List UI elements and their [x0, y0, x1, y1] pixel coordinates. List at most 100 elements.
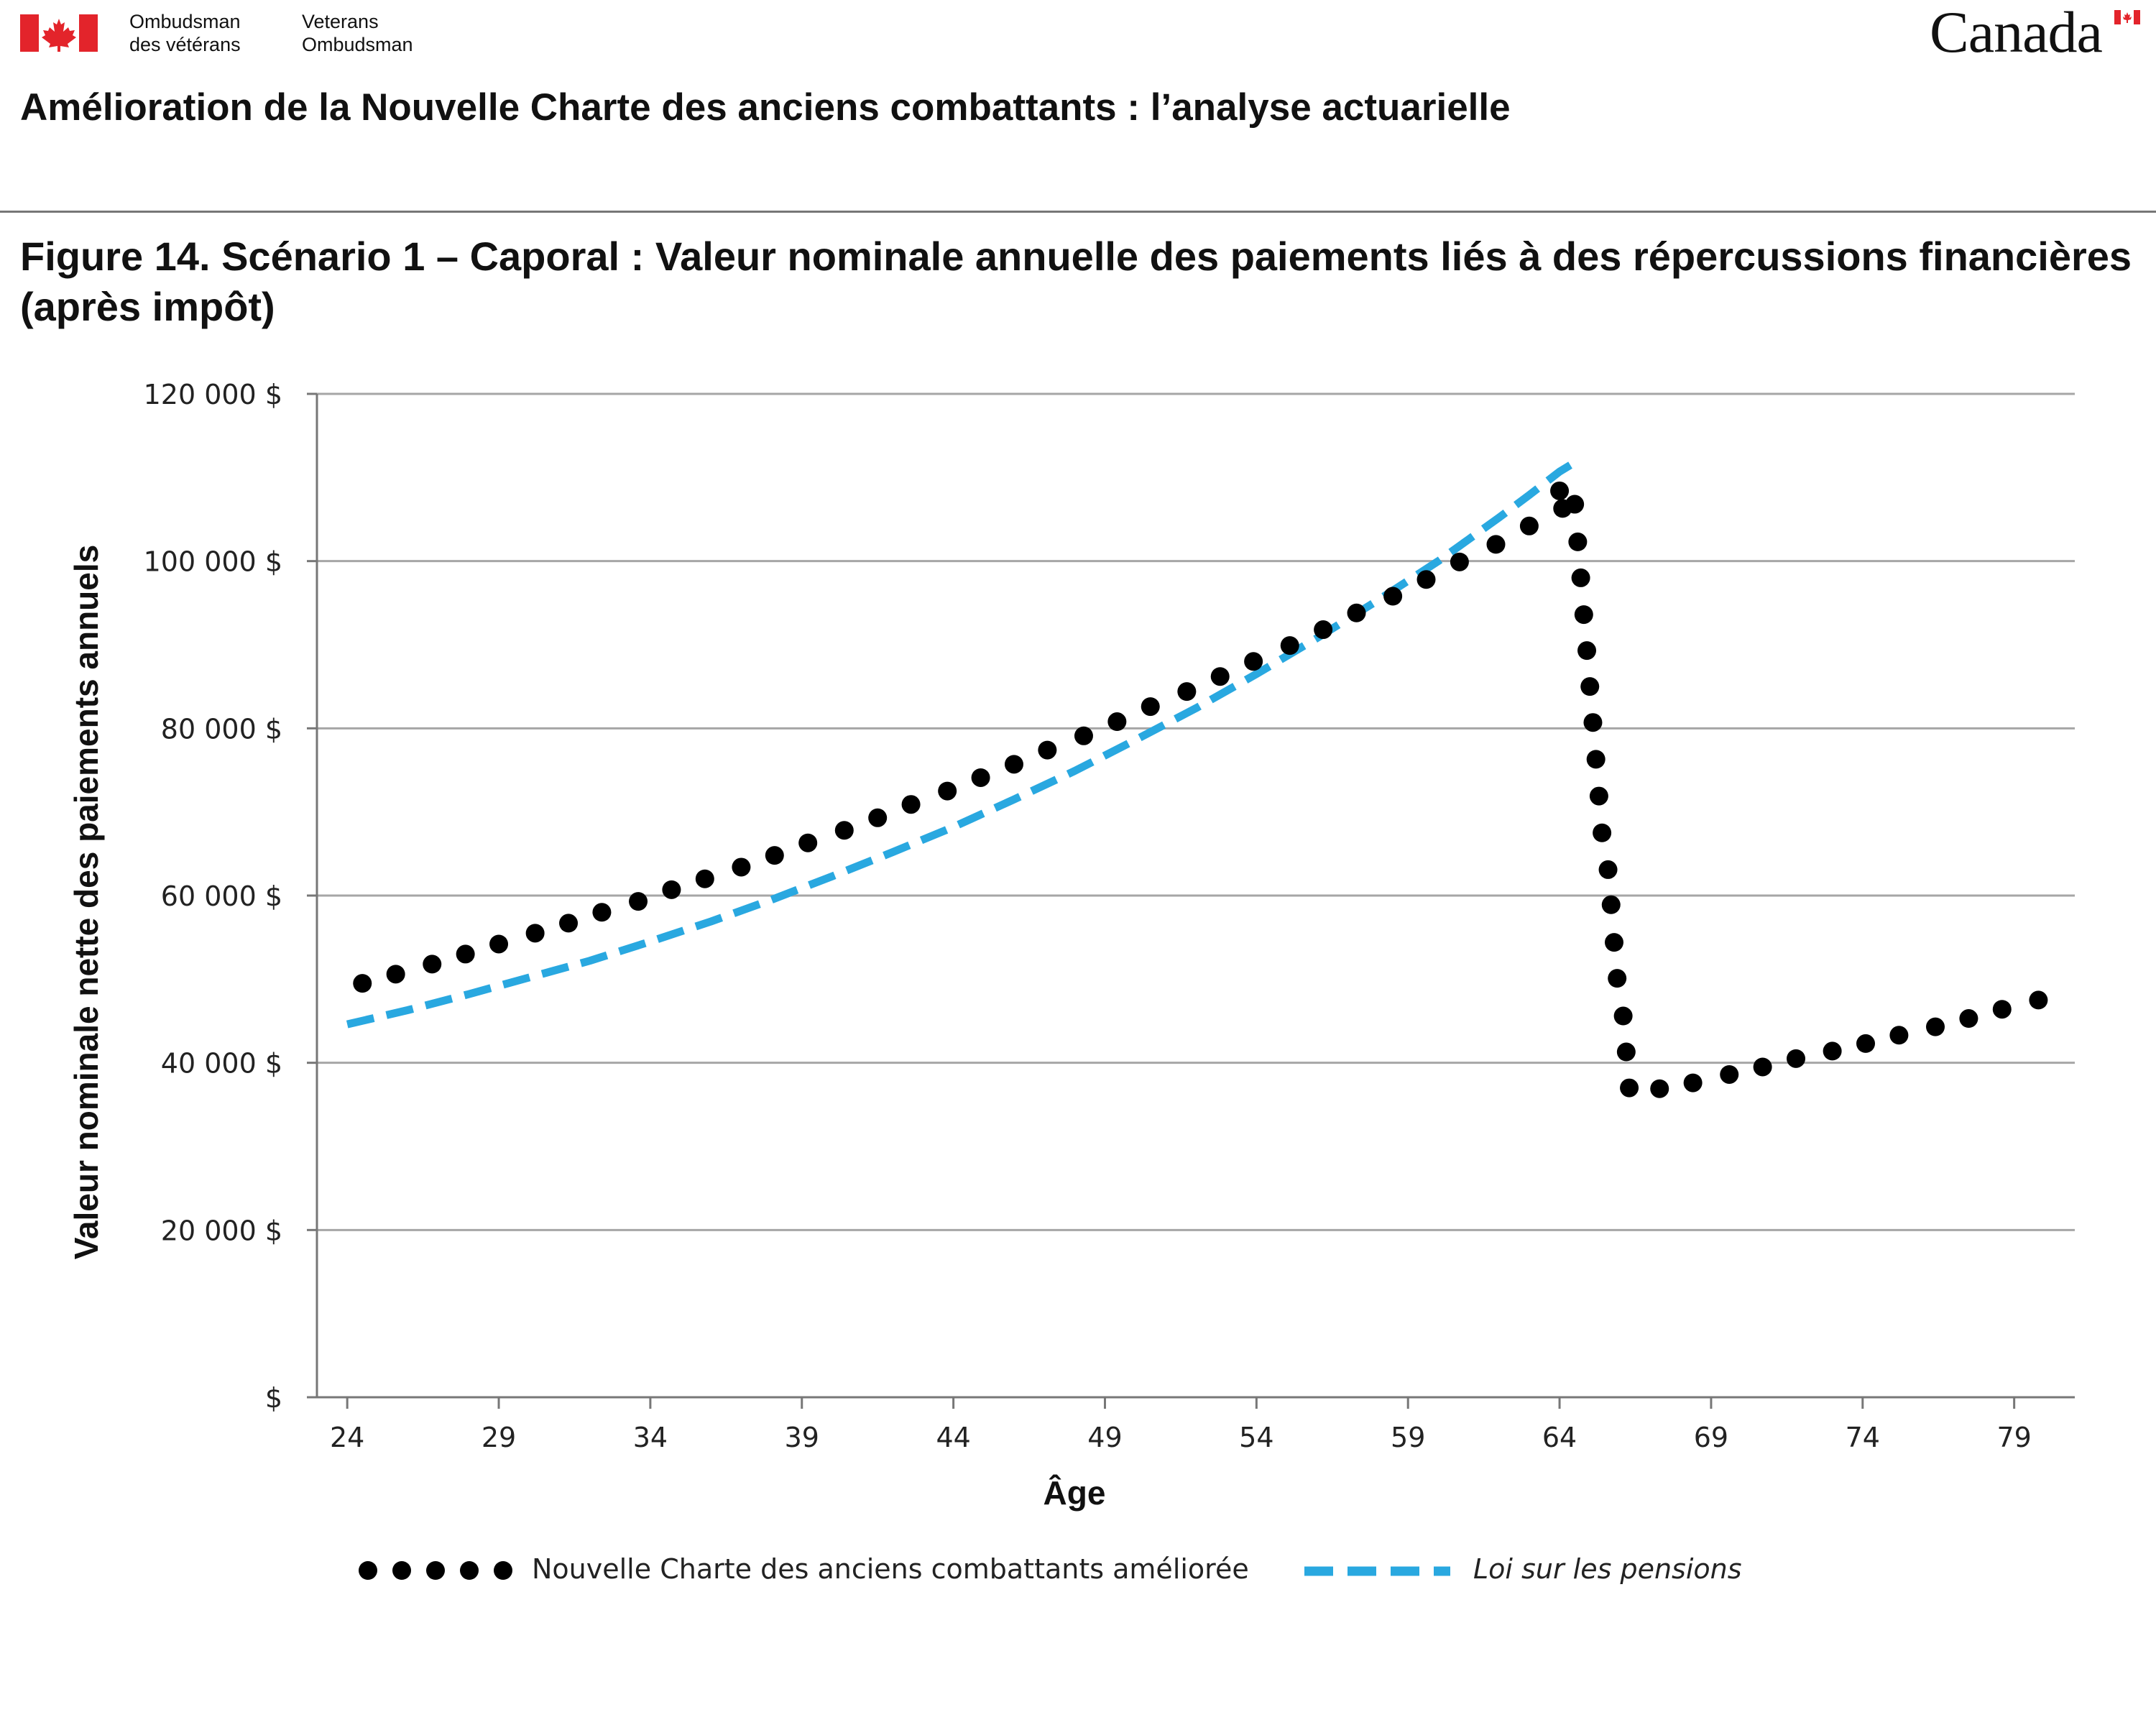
figure-title: Figure 14. Scénario 1 – Caporal : Valeur… — [20, 234, 2132, 329]
data-point-ncac — [423, 954, 442, 974]
y-tick-label: 80 000 $ — [161, 713, 282, 745]
legend-dot — [460, 1561, 479, 1580]
data-point-ncac — [1586, 750, 1606, 769]
data-point-ncac — [1074, 726, 1093, 745]
data-point-ncac — [1856, 1034, 1876, 1053]
tick-labels: $20 000 $ 40 000 $ 60 000 $ 80 000 $ 100 000… — [144, 379, 2032, 1453]
agency-name-en: Veterans Ombudsman — [302, 10, 460, 56]
x-tick-label: 69 — [1694, 1422, 1728, 1453]
series-line-pension — [346, 459, 1577, 1029]
data-point-ncac — [1383, 586, 1403, 606]
data-point-ncac — [901, 795, 921, 814]
data-point-ncac — [1889, 1026, 1909, 1045]
gridlines — [317, 392, 2075, 1231]
data-point-ncac — [1177, 682, 1197, 702]
data-point-ncac — [1486, 535, 1506, 554]
data-point-ncac — [1574, 605, 1593, 625]
legend-dot — [426, 1561, 445, 1580]
y-tick-label: 60 000 $ — [161, 880, 282, 912]
data-point-ncac — [1004, 755, 1023, 774]
legend: Nouvelle Charte des anciens combattants … — [359, 1553, 1742, 1585]
x-tick-label: 44 — [936, 1422, 970, 1453]
data-point-ncac — [1598, 860, 1618, 879]
data-point-ncac — [1141, 697, 1160, 717]
data-point-ncac — [1347, 603, 1366, 622]
data-point-ncac — [1210, 667, 1230, 686]
y-tick-label: 20 000 $ — [161, 1215, 282, 1246]
canada-flag-icon — [20, 14, 98, 52]
series — [346, 459, 2048, 1098]
legend-label-ncac: Nouvelle Charte des anciens combattants … — [532, 1553, 1249, 1585]
data-point-ncac — [559, 914, 579, 933]
data-point-ncac — [1959, 1009, 1978, 1029]
data-point-ncac — [1577, 641, 1597, 661]
agency-en-line2: Ombudsman — [302, 34, 413, 55]
data-point-ncac — [938, 781, 957, 801]
legend-dot — [392, 1561, 411, 1580]
data-point-ncac — [834, 821, 854, 840]
data-point-ncac — [1280, 636, 1299, 656]
data-point-ncac — [1550, 481, 1570, 500]
agency-fr-line2: des vétérans — [129, 34, 241, 55]
data-point-ncac — [765, 846, 784, 865]
x-tick-label: 79 — [1996, 1422, 2031, 1453]
legend-marker-ncac — [359, 1561, 512, 1580]
data-point-ncac — [695, 869, 714, 888]
data-point-ncac — [1823, 1041, 1842, 1061]
legend-dot — [359, 1561, 377, 1580]
data-point-ncac — [798, 833, 818, 852]
x-tick-label: 39 — [785, 1422, 819, 1453]
data-point-ncac — [1589, 786, 1608, 806]
data-point-ncac — [1926, 1017, 1945, 1036]
data-point-ncac — [1038, 740, 1057, 760]
document-title: Amélioration de la Nouvelle Charte des a… — [20, 86, 1511, 129]
data-point-ncac — [1720, 1064, 1739, 1084]
y-tick-label: $ — [265, 1382, 282, 1414]
data-point-ncac — [2029, 990, 2048, 1010]
data-point-ncac — [386, 965, 405, 984]
legend-label-pension: Loi sur les pensions — [1473, 1553, 1742, 1585]
data-point-ncac — [629, 892, 648, 911]
x-tick-label: 29 — [482, 1422, 516, 1453]
data-point-ncac — [1992, 1000, 2012, 1019]
data-point-ncac — [1604, 933, 1623, 952]
data-point-ncac — [732, 857, 751, 877]
data-point-ncac — [1565, 494, 1585, 514]
canada-wordmark: Canada — [1930, 0, 2103, 65]
data-point-ncac — [971, 768, 990, 787]
data-point-ncac — [1787, 1049, 1806, 1068]
x-tick-label: 74 — [1846, 1422, 1880, 1453]
agency-en-line1: Veterans — [302, 11, 379, 32]
wordmark-flag-icon — [2114, 10, 2140, 24]
data-point-ncac — [868, 808, 888, 827]
data-point-ncac — [662, 880, 681, 899]
data-point-ncac — [1583, 713, 1603, 732]
axes — [307, 392, 2075, 1409]
data-point-ncac — [1568, 532, 1588, 551]
agency-fr-line1: Ombudsman — [129, 11, 241, 32]
legend-dot — [494, 1561, 512, 1580]
data-point-ncac — [489, 934, 509, 954]
x-tick-label: 59 — [1391, 1422, 1425, 1453]
data-point-ncac — [1314, 620, 1333, 640]
data-point-ncac — [1683, 1073, 1703, 1092]
data-point-ncac — [1650, 1079, 1669, 1098]
x-tick-label: 34 — [633, 1422, 668, 1453]
x-tick-label: 54 — [1239, 1422, 1273, 1453]
x-tick-label: 24 — [330, 1422, 364, 1453]
x-tick-label: 64 — [1542, 1422, 1577, 1453]
data-point-ncac — [525, 924, 545, 943]
data-point-ncac — [1107, 712, 1127, 732]
data-point-ncac — [592, 903, 612, 922]
y-tick-label: 40 000 $ — [161, 1048, 282, 1080]
data-point-ncac — [1753, 1057, 1772, 1077]
data-point-ncac — [353, 974, 372, 993]
data-point-ncac — [1416, 570, 1436, 589]
x-axis-title: Âge — [1044, 1474, 1106, 1512]
data-point-ncac — [1616, 1042, 1636, 1062]
data-point-ncac — [456, 944, 475, 964]
data-point-ncac — [1571, 568, 1590, 587]
page-header: Ombudsman des vétérans Veterans Ombudsma… — [0, 0, 2156, 329]
y-axis-title: Valeur nominale nette des paiements annu… — [68, 545, 105, 1259]
